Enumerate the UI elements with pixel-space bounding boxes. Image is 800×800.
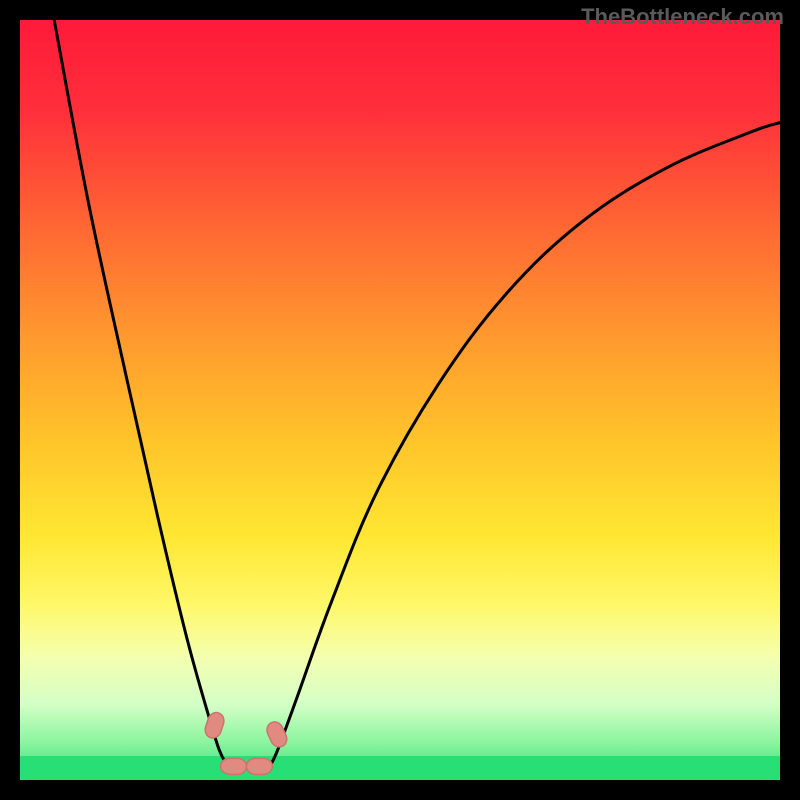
watermark-text: TheBottleneck.com	[581, 4, 784, 30]
chart-svg	[0, 0, 800, 800]
gradient-background	[20, 20, 780, 780]
bottom-green-band	[20, 756, 780, 780]
chart-frame: TheBottleneck.com	[0, 0, 800, 800]
marker-capsule-2	[246, 758, 272, 774]
marker-capsule-1	[221, 758, 247, 774]
